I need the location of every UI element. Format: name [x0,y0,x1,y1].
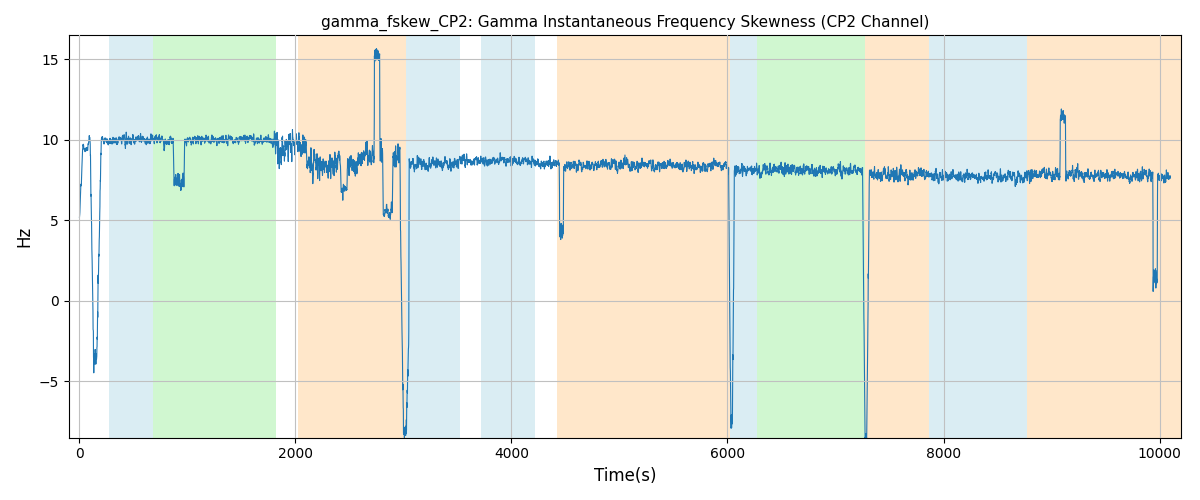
Bar [557,36,730,438]
Bar [1027,36,1192,438]
Bar [109,36,152,438]
Bar [152,36,276,438]
Y-axis label: Hz: Hz [16,226,34,247]
Bar [730,36,757,438]
Title: gamma_fskew_CP2: Gamma Instantaneous Frequency Skewness (CP2 Channel): gamma_fskew_CP2: Gamma Instantaneous Fre… [320,15,929,31]
Bar [298,36,406,438]
Bar [930,36,1027,438]
Bar [757,36,865,438]
Bar [865,36,930,438]
Bar [406,36,460,438]
X-axis label: Time(s): Time(s) [594,467,656,485]
Bar [481,36,535,438]
